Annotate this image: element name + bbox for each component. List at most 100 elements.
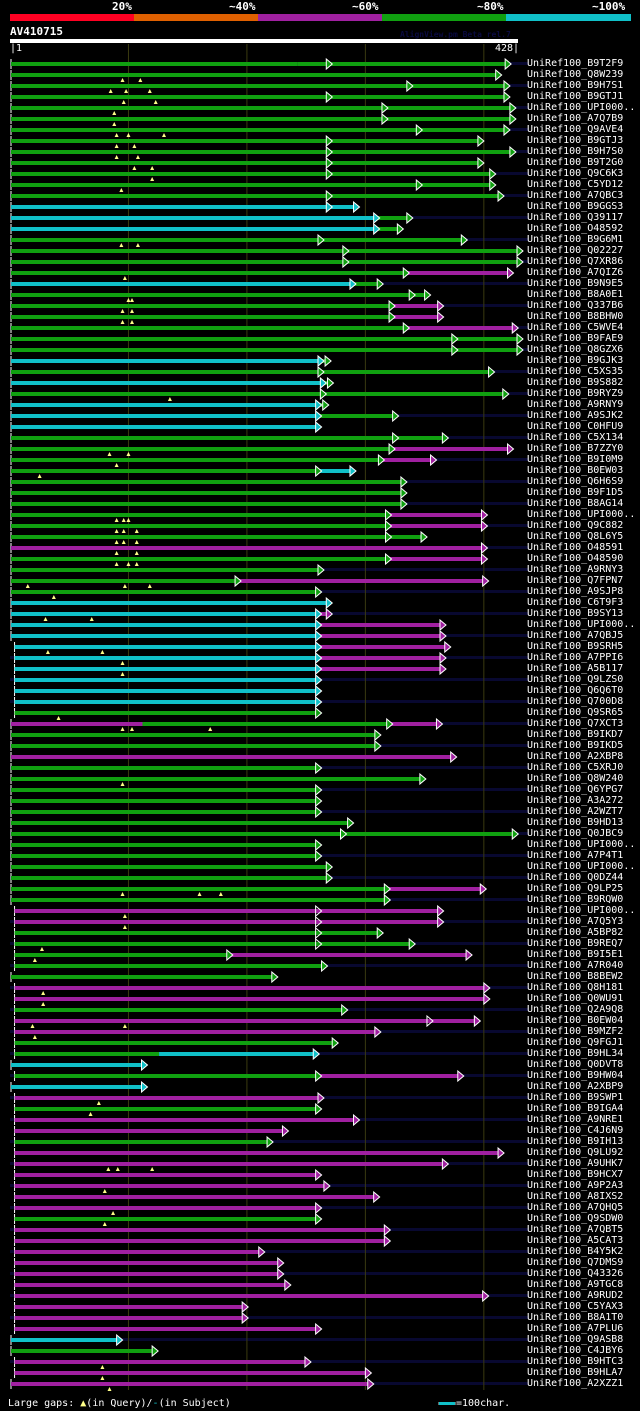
hit-label[interactable]: UniRef100_B9HCX7 [527,1169,624,1180]
hit-label[interactable]: UniRef100_B9REQ7 [527,938,624,949]
hit-label[interactable]: UniRef100_B8A1T0 [527,1312,624,1323]
hit-label[interactable]: UniRef100_Q9C6K3 [527,168,624,179]
hit-label[interactable]: UniRef100_Q9ASB8 [527,1334,624,1345]
hit-label[interactable]: UniRef100_B9HTC3 [527,1356,624,1367]
hit-label[interactable]: UniRef100_A7QHQ5 [527,1202,624,1213]
hit-label[interactable]: UniRef100_Q9FGJ1 [527,1037,624,1048]
hit-label[interactable]: UniRef100_A7PLU6 [527,1323,624,1334]
hit-label[interactable]: UniRef100_Q8W240 [527,773,624,784]
hit-label[interactable]: UniRef100_A5BP82 [527,927,624,938]
hit-label[interactable]: UniRef100_UPI000.. [527,619,636,630]
hit-label[interactable]: UniRef100_B9IGA4 [527,1103,624,1114]
hit-label[interactable]: UniRef100_O48591 [527,542,624,553]
hit-label[interactable]: UniRef100_B0EW04 [527,1015,624,1026]
hit-label[interactable]: UniRef100_Q7XR86 [527,256,624,267]
hit-label[interactable]: UniRef100_O48592 [527,223,624,234]
hit-label[interactable]: UniRef100_Q9C882 [527,520,624,531]
hit-label[interactable]: UniRef100_UPI000.. [527,839,636,850]
hit-label[interactable]: UniRef100_A9TGC8 [527,1279,624,1290]
hit-label[interactable]: UniRef100_A9SJP8 [527,586,624,597]
hit-label[interactable]: UniRef100_Q9LU92 [527,1147,624,1158]
hit-label[interactable]: UniRef100_B9IKD7 [527,729,624,740]
hit-label[interactable]: UniRef100_A2XBP8 [527,751,624,762]
hit-label[interactable]: UniRef100_B9I0M9 [527,454,624,465]
hit-label[interactable]: UniRef100_C5X134 [527,432,624,443]
hit-label[interactable]: UniRef100_B9RYZ9 [527,388,624,399]
hit-label[interactable]: UniRef100_Q7DMS9 [527,1257,624,1268]
hit-label[interactable]: UniRef100_C4JBY6 [527,1345,624,1356]
hit-label[interactable]: UniRef100_B9SY13 [527,608,624,619]
hit-label[interactable]: UniRef100_A7QBT5 [527,1224,624,1235]
hit-label[interactable]: UniRef100_UPI000.. [527,102,636,113]
hit-label[interactable]: UniRef100_B9GGS3 [527,201,624,212]
hit-label[interactable]: UniRef100_A9RNY9 [527,399,624,410]
hit-label[interactable]: UniRef100_Q2A9Q8 [527,1004,624,1015]
hit-label[interactable]: UniRef100_Q9LP25 [527,883,624,894]
hit-label[interactable]: UniRef100_B9HW04 [527,1070,624,1081]
hit-label[interactable]: UniRef100_Q6H6S9 [527,476,624,487]
hit-label[interactable]: UniRef100_O48590 [527,553,624,564]
hit-label[interactable]: UniRef100_A7Q5Y3 [527,916,624,927]
hit-label[interactable]: UniRef100_A5CAT3 [527,1235,624,1246]
hit-label[interactable]: UniRef100_B9IKD5 [527,740,624,751]
hit-label[interactable]: UniRef100_B9MZF2 [527,1026,624,1037]
hit-label[interactable]: UniRef100_Q9SDW0 [527,1213,624,1224]
hit-label[interactable]: UniRef100_A5B117 [527,663,624,674]
hit-label[interactable]: UniRef100_B0EW03 [527,465,624,476]
hit-label[interactable]: UniRef100_Q7XCT3 [527,718,624,729]
hit-label[interactable]: UniRef100_A9NRE1 [527,1114,624,1125]
hit-label[interactable]: UniRef100_A7Q7B9 [527,113,624,124]
hit-label[interactable]: UniRef100_A2XZZ1 [527,1378,624,1389]
hit-label[interactable]: UniRef100_A7QBJ5 [527,630,624,641]
hit-label[interactable]: UniRef100_A3A272 [527,795,624,806]
hit-label[interactable]: UniRef100_A2XBP9 [527,1081,624,1092]
hit-label[interactable]: UniRef100_Q8H181 [527,982,624,993]
hit-label[interactable]: UniRef100_B9N9E5 [527,278,624,289]
hit-label[interactable]: UniRef100_B8A0E1 [527,289,624,300]
hit-label[interactable]: UniRef100_A7R040 [527,960,624,971]
hit-label[interactable]: UniRef100_B9GJK3 [527,355,624,366]
hit-label[interactable]: UniRef100_A7PPI6 [527,652,624,663]
hit-label[interactable]: UniRef100_Q9AVE4 [527,124,624,135]
hit-label[interactable]: UniRef100_A2WZT7 [527,806,624,817]
hit-label[interactable]: UniRef100_UPI000.. [527,509,636,520]
hit-label[interactable]: UniRef100_B9GTJ3 [527,135,624,146]
hit-label[interactable]: UniRef100_B9HL34 [527,1048,624,1059]
hit-label[interactable]: UniRef100_B8AG14 [527,498,624,509]
hit-label[interactable]: UniRef100_Q8L6Y5 [527,531,624,542]
hit-label[interactable]: UniRef100_Q9SR65 [527,707,624,718]
hit-label[interactable]: UniRef100_C0HFU9 [527,421,624,432]
hit-label[interactable]: UniRef100_Q39117 [527,212,624,223]
hit-label[interactable]: UniRef100_A7P4T1 [527,850,624,861]
hit-label[interactable]: UniRef100_A9RUD2 [527,1290,624,1301]
hit-label[interactable]: UniRef100_UPI000.. [527,905,636,916]
hit-label[interactable]: UniRef100_Q0WU91 [527,993,624,1004]
hit-label[interactable]: UniRef100_B4Y5K2 [527,1246,624,1257]
hit-label[interactable]: UniRef100_B9SRH5 [527,641,624,652]
hit-label[interactable]: UniRef100_A8IXS2 [527,1191,624,1202]
hit-label[interactable]: UniRef100_B9RQW0 [527,894,624,905]
hit-label[interactable]: UniRef100_Q9LZS0 [527,674,624,685]
hit-label[interactable]: UniRef100_B9I5E1 [527,949,624,960]
hit-label[interactable]: UniRef100_A9P2A3 [527,1180,624,1191]
hit-label[interactable]: UniRef100_C4J6N9 [527,1125,624,1136]
hit-label[interactable]: UniRef100_C5YAX3 [527,1301,624,1312]
hit-label[interactable]: UniRef100_B9FAE9 [527,333,624,344]
hit-label[interactable]: UniRef100_A9SJK2 [527,410,624,421]
hit-label[interactable]: UniRef100_A9UHK7 [527,1158,624,1169]
hit-label[interactable]: UniRef100_B8BEW2 [527,971,624,982]
hit-label[interactable]: UniRef100_B9T2F9 [527,58,624,69]
hit-label[interactable]: UniRef100_C6T9F3 [527,597,624,608]
hit-label[interactable]: UniRef100_C5XRJ0 [527,762,624,773]
hit-label[interactable]: UniRef100_A7QBC3 [527,190,624,201]
hit-label[interactable]: UniRef100_Q0DVT8 [527,1059,624,1070]
hit-label[interactable]: UniRef100_UPI000.. [527,861,636,872]
hit-label[interactable]: UniRef100_C5YD12 [527,179,624,190]
hit-label[interactable]: UniRef100_B9GTJ1 [527,91,624,102]
hit-label[interactable]: UniRef100_B9HLA7 [527,1367,624,1378]
hit-label[interactable]: UniRef100_Q6Q6T0 [527,685,624,696]
hit-label[interactable]: UniRef100_B9HD13 [527,817,624,828]
hit-label[interactable]: UniRef100_Q8W239 [527,69,624,80]
hit-label[interactable]: UniRef100_B9SWP1 [527,1092,624,1103]
hit-label[interactable]: UniRef100_Q6YPG7 [527,784,624,795]
